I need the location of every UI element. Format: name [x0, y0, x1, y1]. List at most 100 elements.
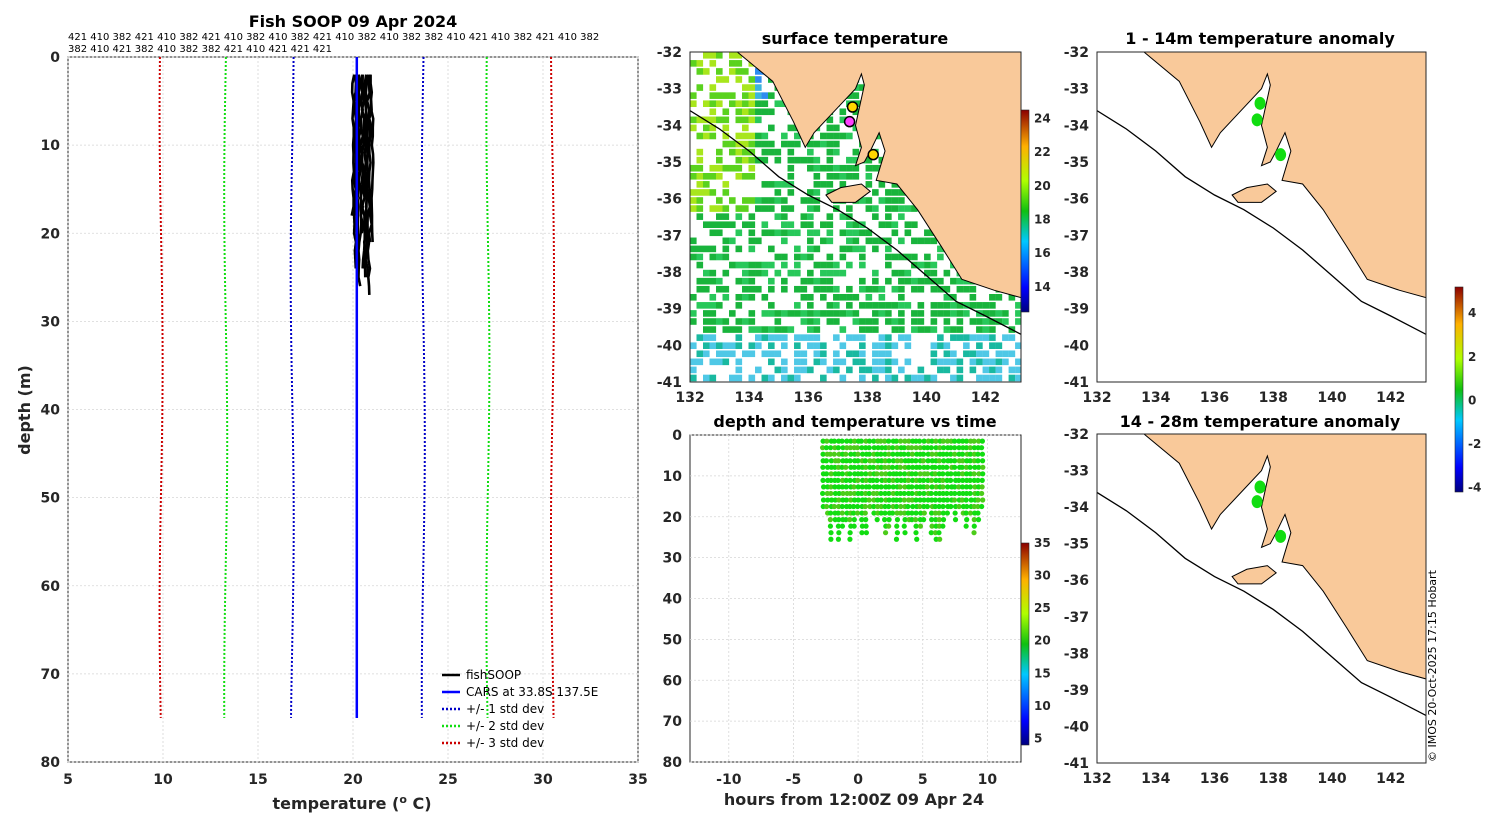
sst-cell — [911, 310, 918, 317]
sst-cell — [748, 294, 756, 301]
dt-point — [979, 490, 985, 497]
sst-cell — [833, 366, 840, 374]
a2-observation — [1254, 480, 1266, 494]
sst-cell — [703, 173, 710, 180]
sst-cell — [709, 358, 717, 366]
dt-point — [925, 451, 931, 457]
sst-cell — [768, 148, 775, 156]
sst-cell — [924, 261, 931, 269]
a1-lon-tick: 138 — [1259, 390, 1288, 406]
sst-cell — [930, 350, 938, 358]
sst-cell — [729, 60, 736, 67]
sst-cell — [709, 205, 717, 212]
sst-cell — [716, 302, 723, 309]
sst-cell — [995, 358, 1003, 366]
sst-cell — [735, 277, 743, 285]
sst-cell — [911, 221, 918, 228]
dt-point — [855, 451, 861, 457]
dt-point — [902, 471, 908, 477]
sst-cell — [794, 285, 801, 293]
sst-cell — [904, 253, 912, 261]
dt-point — [843, 497, 850, 503]
sst-cell — [930, 302, 938, 309]
sst-cell — [950, 350, 957, 358]
sst-cell — [833, 310, 840, 317]
sst-cell — [891, 189, 899, 196]
sst-cell — [716, 221, 723, 228]
dt-point — [866, 445, 872, 451]
sst-cell — [1015, 318, 1021, 325]
sst-cell — [891, 253, 899, 261]
sst-cell — [735, 213, 743, 220]
dt-point — [855, 503, 861, 510]
sst-cell — [735, 334, 743, 341]
dt-point — [886, 490, 892, 497]
sst-cell — [898, 237, 905, 245]
sst-cell — [885, 221, 892, 228]
dt-point — [859, 451, 866, 457]
dt-point — [928, 477, 935, 483]
sst-cell — [755, 269, 762, 277]
dt-point — [933, 490, 939, 497]
dt-point — [890, 464, 896, 470]
dt-point — [909, 490, 915, 497]
dt-point — [882, 458, 888, 464]
sst-cell — [709, 310, 717, 317]
sst-cell — [703, 221, 710, 228]
dt-point — [979, 438, 985, 444]
sst-cell — [989, 374, 996, 382]
a2-lon-tick: 136 — [1200, 771, 1229, 787]
sst-cell — [735, 60, 743, 67]
dt-point — [839, 510, 845, 516]
sst-cell — [865, 302, 873, 309]
sst-cell — [982, 350, 990, 358]
dt-point — [920, 451, 927, 457]
dt-point — [936, 530, 942, 536]
dt-point — [894, 517, 901, 523]
dt-point — [871, 458, 877, 464]
depth-time-colorbar — [1020, 542, 1030, 746]
sst-cell — [898, 366, 905, 374]
sst-cell — [709, 245, 717, 253]
anomaly-1-14-ticks: 132 134 136 138 140 142 -32 -33 -34 -35 -36 -37 -38 -… — [1064, 45, 1406, 406]
sst-cell — [709, 164, 717, 172]
dt-point — [901, 497, 907, 503]
profile-series — [158, 56, 556, 718]
sst-cell — [943, 269, 951, 277]
dt-point — [979, 477, 985, 483]
sst-cell — [807, 294, 814, 301]
sst-cell — [716, 100, 723, 107]
sst-cell — [748, 237, 756, 245]
dt-point — [886, 451, 892, 457]
sst-cell — [794, 229, 801, 237]
sst-cell — [703, 326, 710, 333]
dt-point — [971, 471, 977, 477]
sst-observation — [846, 101, 859, 113]
sst-cell — [989, 326, 996, 333]
dt-point — [905, 477, 912, 483]
sst-cell — [709, 229, 717, 237]
sst-cell — [781, 213, 788, 220]
sst-cell — [729, 310, 736, 317]
dt-point — [976, 471, 982, 477]
dt-point — [828, 477, 834, 483]
sst-cell — [878, 366, 886, 374]
sst-cell — [794, 350, 801, 358]
dt-point — [940, 503, 946, 510]
sst-cell — [768, 108, 775, 116]
sst-cell — [891, 205, 899, 212]
dt-point — [948, 503, 954, 510]
sst-cell — [943, 326, 951, 333]
sst-cell — [748, 108, 756, 116]
profile-xtick: 5 — [63, 772, 73, 788]
sst-cell — [748, 164, 756, 172]
sst-cell — [826, 310, 834, 317]
dt-point — [882, 438, 888, 444]
sst-cell — [800, 197, 808, 204]
dt-point — [882, 530, 889, 536]
sst-cell — [716, 148, 723, 156]
sst-cell — [696, 84, 704, 91]
sst-cell — [956, 374, 964, 382]
sst-cell — [885, 237, 892, 245]
sst-cell — [729, 148, 736, 156]
